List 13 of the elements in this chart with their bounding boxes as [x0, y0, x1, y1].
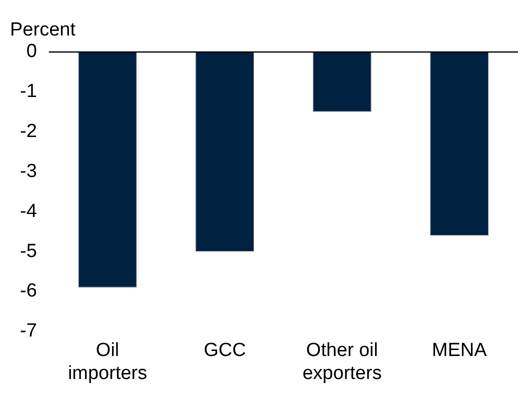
- x-tick-label: GCC: [204, 340, 246, 362]
- y-tick-label: -5: [20, 240, 37, 262]
- y-tick-label: -7: [20, 320, 37, 342]
- x-tick-label: MENA: [432, 340, 488, 362]
- y-tick-label: -3: [20, 160, 37, 182]
- x-tick-label: Oil importers: [68, 340, 148, 384]
- y-tick-label: -6: [20, 280, 37, 302]
- y-axis-title: Percent: [10, 20, 76, 41]
- y-tick-label: -4: [20, 200, 38, 222]
- x-tick-label: Other oil exporters: [302, 340, 382, 384]
- y-tick-label: -1: [20, 81, 37, 102]
- y-tick-label: -2: [20, 121, 37, 142]
- y-tick-label: 0: [26, 41, 37, 62]
